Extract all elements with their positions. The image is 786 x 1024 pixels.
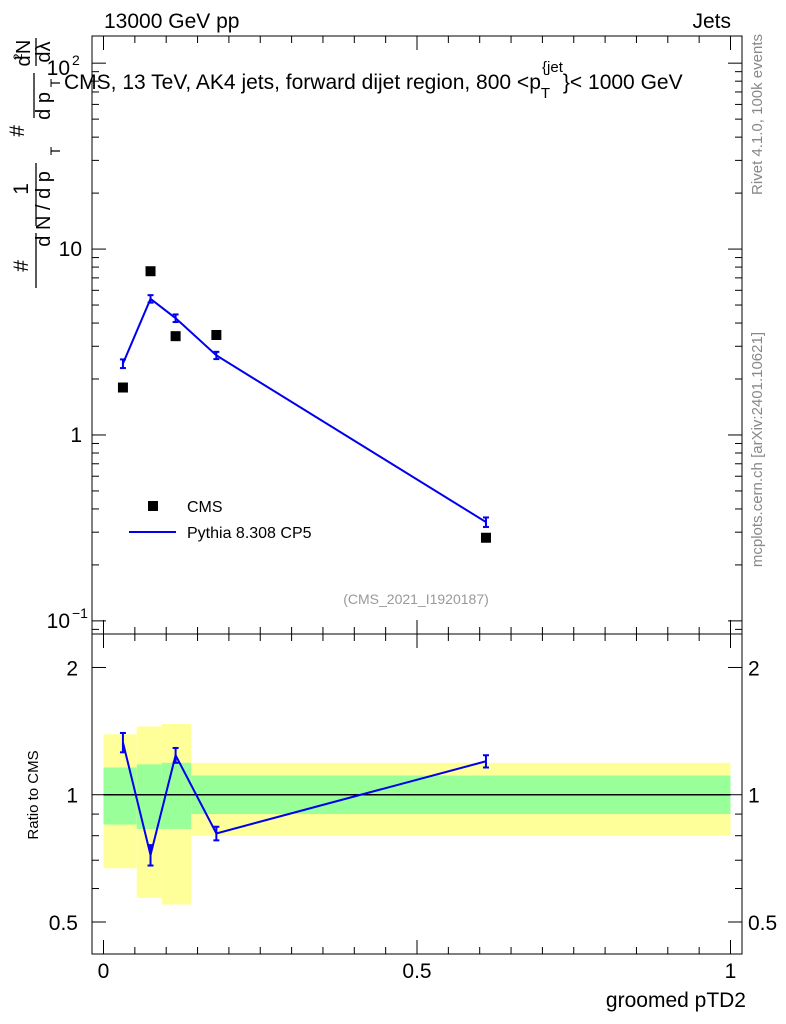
ylabel-d: d [13, 55, 35, 66]
cms-data-point [480, 532, 491, 543]
ratio-y-tick-label-right: 1 [748, 785, 760, 808]
main-y-tick-label-exp: 2 [72, 52, 80, 68]
ratio-y-tick-label: 1 [66, 785, 78, 808]
chart-title: CMS, 13 TeV, AK4 jets, forward dijet reg… [64, 59, 683, 102]
cms-data-point [170, 331, 181, 342]
legend-marker-cms [148, 501, 158, 511]
ratio-y-axis-label: Ratio to CMS [25, 750, 42, 839]
mcplots-reference-label: mcplots.cern.ch [arXiv:2401.10621] [749, 332, 766, 567]
analysis-watermark: (CMS_2021_I1920187) [343, 591, 489, 607]
ratio-axis-ticks [92, 634, 742, 954]
ylabel-exp-2: 2 [11, 53, 25, 60]
ylabel-n: N [13, 40, 35, 54]
cms-data-point [145, 266, 156, 277]
ylabel-sub-t2: T [47, 78, 63, 87]
ylabel-hash-1: # [10, 260, 33, 272]
ratio-tick-labels: 0.5 0.5 1 1 2 2 0 0.5 1 [49, 657, 777, 983]
ratio-uncertainty-bands [103, 723, 731, 905]
main-series-group [117, 266, 491, 543]
ratio-frame [91, 633, 743, 955]
ylabel-dpt: d p [33, 92, 55, 120]
main-y-tick-label: 10 [47, 57, 70, 80]
legend: CMS Pythia 8.308 CP5 [129, 499, 312, 542]
ylabel-dn-dpt: d N / d p [33, 171, 55, 247]
ylabel-sub-t1: T [47, 146, 63, 155]
ratio-series-group [119, 731, 489, 867]
ratio-band-inner [136, 764, 162, 829]
svg-text:# 1 d N / d p: # 1 d N / d p T # d p T d 2 N dλ [4, 34, 65, 272]
main-frame [91, 35, 743, 635]
ratio-y-tick-label: 0.5 [49, 912, 78, 935]
main-y-tick-label: 10 [47, 610, 70, 633]
ylabel-dlambda: dλ [33, 41, 55, 62]
ratio-y-tick-label-right: 2 [748, 657, 760, 680]
main-y-tick-label: 1 [70, 424, 82, 447]
legend-label-pythia: Pythia 8.308 CP5 [187, 525, 312, 542]
x-tick-label: 1 [725, 960, 737, 983]
ylabel-hash-2: # [6, 125, 29, 137]
energy-label: 13000 GeV pp [104, 10, 239, 33]
cms-data-point [117, 382, 128, 393]
x-tick-label: 0.5 [402, 960, 431, 983]
rivet-version-label: Rivet 4.1.0, 100k events [749, 34, 766, 195]
main-axis-ticks [92, 36, 742, 634]
ylabel-one: 1 [10, 183, 33, 195]
x-axis-label: groomed pTD2 [606, 989, 746, 1012]
x-tick-label: 0 [98, 960, 110, 983]
legend-label-cms: CMS [187, 499, 223, 516]
main-y-tick-label-exp: −1 [72, 605, 88, 621]
main-y-tick-label: 10 [59, 238, 82, 261]
ratio-y-tick-label: 2 [66, 657, 78, 680]
category-label: Jets [692, 10, 731, 33]
main-y-axis-label: # 1 d N / d p T # d p T d 2 N dλ [4, 34, 65, 288]
ratio-y-tick-label-right: 0.5 [748, 912, 777, 935]
cms-data-point [211, 329, 222, 340]
